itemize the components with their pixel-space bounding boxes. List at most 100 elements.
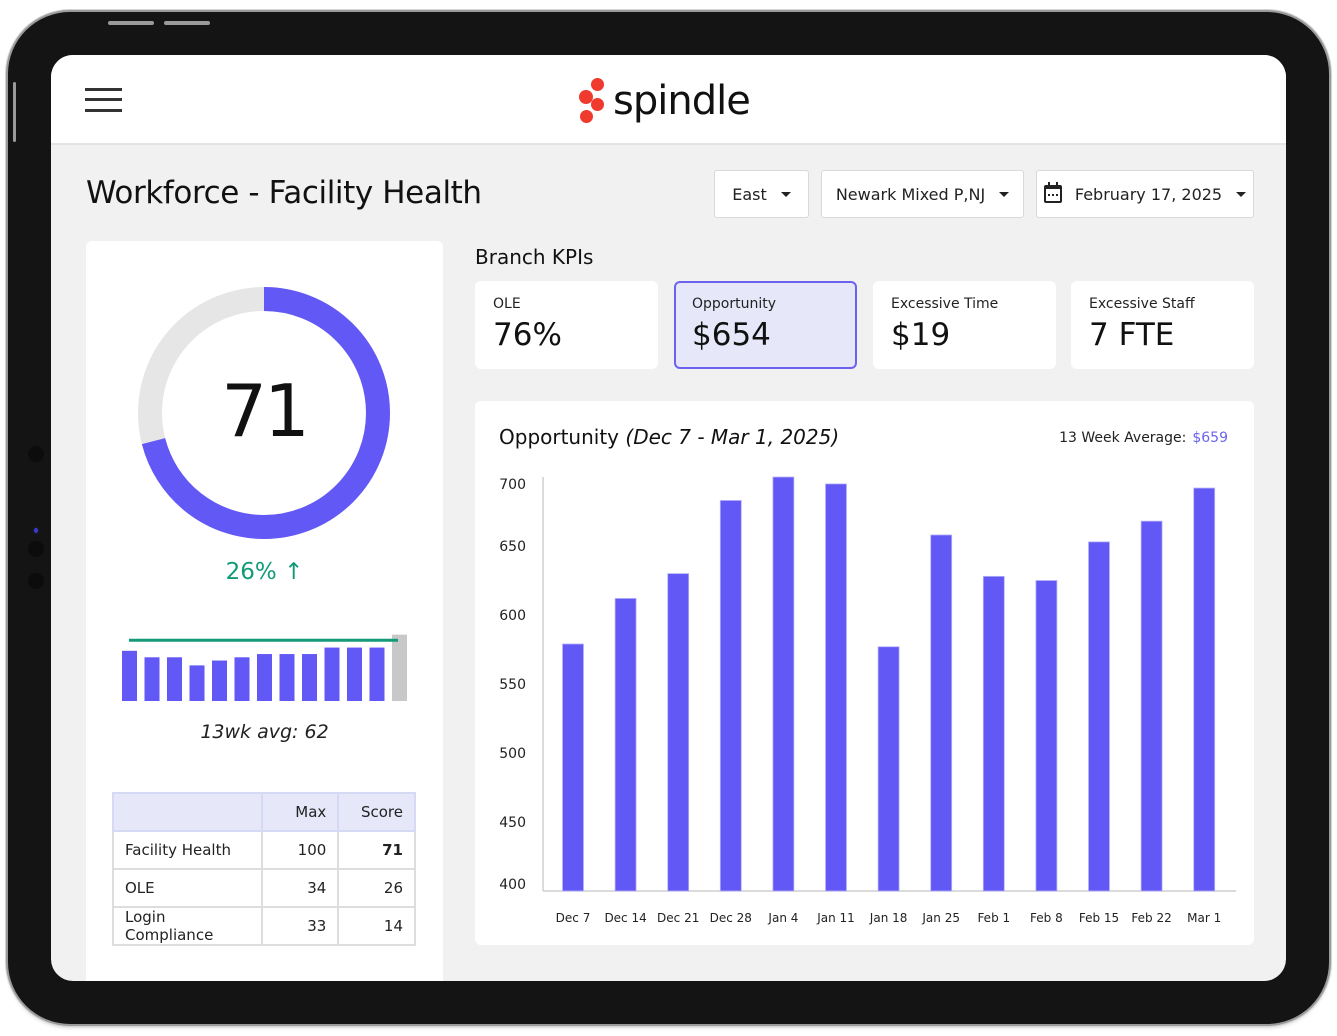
bar-jan-11[interactable] bbox=[825, 483, 847, 892]
opportunity-bar-chart: 700 650 600 550 500 450 400 Dec 7 Dec 14 Dec 21 De… bbox=[499, 476, 1236, 925]
weekly-sparkline bbox=[122, 634, 407, 701]
bar-dec-14[interactable] bbox=[614, 598, 637, 892]
tablet-frame: spindle Workforce - Facility Health East… bbox=[8, 12, 1329, 1024]
kpi-value: 76% bbox=[493, 317, 562, 353]
bar-feb-15[interactable] bbox=[1088, 541, 1110, 892]
kpi-value: $654 bbox=[692, 317, 771, 353]
y-tick-label: 500 bbox=[499, 746, 526, 762]
kpi-label: Excessive Staff bbox=[1089, 296, 1195, 312]
sparkline-bar bbox=[234, 657, 250, 701]
hamburger-menu-icon[interactable] bbox=[85, 88, 122, 112]
y-tick-label: 450 bbox=[499, 815, 526, 831]
sensor-dot bbox=[28, 541, 44, 557]
x-tick-label: Dec 14 bbox=[604, 911, 646, 925]
bar-jan-4[interactable] bbox=[772, 476, 795, 892]
bar-jan-18[interactable] bbox=[877, 646, 900, 892]
bar-mar-1[interactable] bbox=[1193, 487, 1216, 892]
sparkline-bar bbox=[212, 660, 227, 701]
row-label: OLE bbox=[112, 868, 263, 908]
row-max: 100 bbox=[260, 830, 340, 870]
brand-name: spindle bbox=[613, 78, 751, 124]
column-header-score: Score bbox=[337, 792, 416, 832]
kpi-card-opportunity[interactable]: Opportunity $654 bbox=[674, 281, 857, 369]
sparkline-bar bbox=[279, 654, 295, 701]
sparkline-bar bbox=[369, 647, 385, 701]
row-max: 34 bbox=[260, 868, 340, 908]
column-header bbox=[112, 792, 263, 832]
branch-dropdown[interactable]: Newark Mixed P,NJ bbox=[821, 170, 1024, 218]
bar-dec-7[interactable] bbox=[562, 643, 584, 892]
chart-average: 13 Week Average: $659 bbox=[1059, 430, 1228, 446]
volume-button bbox=[108, 21, 154, 25]
table-header-row: Max Score bbox=[112, 792, 416, 832]
y-tick-label: 700 bbox=[499, 477, 526, 493]
region-dropdown[interactable]: East bbox=[714, 170, 809, 218]
x-tick-label: Dec 21 bbox=[657, 911, 699, 925]
gauge-progress-arc bbox=[138, 287, 390, 539]
table-row: OLE 34 26 bbox=[112, 868, 416, 908]
average-label: 13 Week Average: bbox=[1059, 430, 1187, 446]
facility-health-score: 71 bbox=[221, 369, 310, 453]
row-label: Facility Health bbox=[112, 830, 263, 870]
kpi-card-excessive-time[interactable]: Excessive Time $19 bbox=[873, 281, 1056, 369]
kpi-label: Opportunity bbox=[692, 296, 777, 312]
sparkline-bar bbox=[302, 654, 317, 701]
date-picker[interactable]: February 17, 2025 bbox=[1036, 170, 1254, 218]
camera-icon bbox=[34, 528, 38, 533]
opportunity-chart-card: 700 650 600 550 500 450 400 Dec 7 Dec 14 Dec 21 De… bbox=[475, 401, 1254, 945]
date-value: February 17, 2025 bbox=[1074, 184, 1223, 204]
bar-jan-25[interactable] bbox=[930, 534, 953, 892]
score-breakdown-table: Max Score Facility Health 100 71 OLE 34 … bbox=[112, 792, 416, 946]
table-row: Login Compliance 33 14 bbox=[112, 906, 416, 946]
score-change-indicator: 26% ↑ bbox=[225, 559, 304, 585]
average-value: $659 bbox=[1192, 430, 1228, 446]
app-header: spindle bbox=[51, 55, 1286, 145]
y-tick-label: 400 bbox=[499, 877, 526, 893]
sparkline-bar bbox=[257, 654, 272, 701]
chart-title-text: Opportunity bbox=[499, 425, 620, 449]
branch-kpis-heading: Branch KPIs bbox=[475, 245, 594, 269]
facility-health-card: 71 26% ↑ 13wk avg: 62 Max Score Facility… bbox=[86, 241, 443, 981]
x-tick-label: Jan 18 bbox=[869, 911, 908, 925]
sparkline-bar bbox=[122, 650, 137, 701]
sparkline-average-label: 13wk avg: 62 bbox=[200, 721, 329, 743]
chart-date-range: (Dec 7 - Mar 1, 2025) bbox=[625, 425, 840, 449]
sparkline-bar bbox=[324, 647, 340, 701]
bar-feb-1[interactable] bbox=[982, 575, 1005, 892]
column-header-max: Max bbox=[260, 792, 340, 832]
y-tick-label: 550 bbox=[499, 677, 526, 693]
bar-feb-8[interactable] bbox=[1035, 580, 1058, 892]
table-row: Facility Health 100 71 bbox=[112, 830, 416, 870]
spindle-logo: spindle bbox=[577, 73, 751, 129]
y-tick-label: 600 bbox=[499, 608, 526, 624]
x-tick-label: Jan 25 bbox=[921, 911, 960, 925]
kpi-card-ole[interactable]: OLE 76% bbox=[475, 281, 658, 369]
power-button bbox=[13, 82, 16, 142]
row-max: 33 bbox=[260, 906, 340, 946]
kpi-label: OLE bbox=[493, 296, 521, 312]
bar-dec-21[interactable] bbox=[667, 573, 690, 892]
row-score: 26 bbox=[337, 868, 416, 908]
x-tick-label: Dec 28 bbox=[710, 911, 752, 925]
row-score: 14 bbox=[337, 906, 416, 946]
page-title: Workforce - Facility Health bbox=[86, 175, 482, 211]
volume-button bbox=[164, 21, 210, 25]
row-label: Login Compliance bbox=[112, 906, 263, 946]
x-tick-label: Feb 22 bbox=[1131, 911, 1171, 925]
caret-down-icon bbox=[780, 191, 791, 197]
spindle-logo-mark-icon bbox=[577, 76, 607, 126]
sensor-dot bbox=[28, 573, 44, 589]
branch-value: Newark Mixed P,NJ bbox=[835, 184, 986, 204]
row-score: 71 bbox=[337, 830, 416, 870]
sparkline-current-bar bbox=[392, 634, 407, 701]
x-tick-label: Feb 8 bbox=[1030, 911, 1063, 925]
x-tick-label: Feb 1 bbox=[977, 911, 1010, 925]
kpi-card-excessive-staff[interactable]: Excessive Staff 7 FTE bbox=[1071, 281, 1254, 369]
kpi-value: $19 bbox=[891, 317, 951, 353]
x-tick-label: Mar 1 bbox=[1187, 911, 1221, 925]
x-tick-label: Dec 7 bbox=[556, 911, 591, 925]
x-tick-label: Jan 4 bbox=[767, 911, 798, 925]
bar-dec-28[interactable] bbox=[719, 500, 742, 892]
bar-feb-22[interactable] bbox=[1140, 520, 1163, 892]
facility-health-gauge: 71 bbox=[134, 283, 394, 543]
